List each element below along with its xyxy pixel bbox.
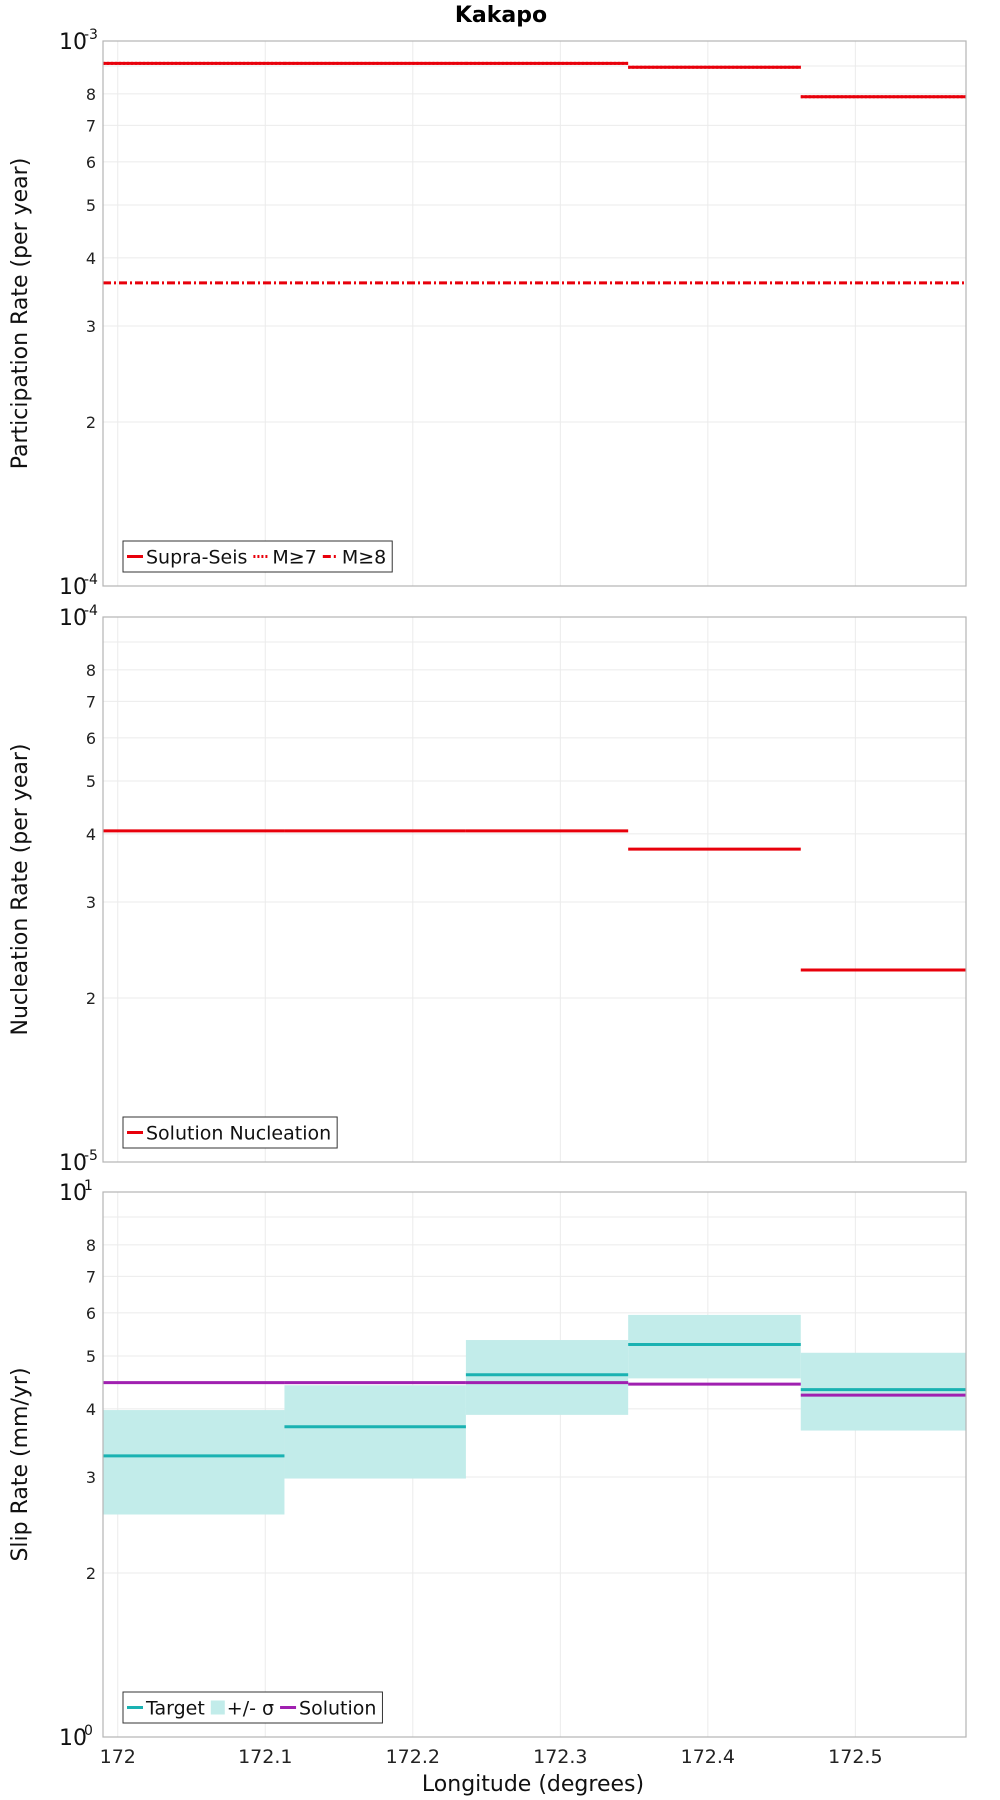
y-tick-label: 5 (86, 772, 96, 791)
legend: Target +/- σ Solution (122, 1691, 383, 1724)
plot-frame (102, 40, 967, 587)
sigma-band-segment (800, 1352, 966, 1431)
y-tick-label: 5 (86, 1347, 96, 1366)
x-tick-label: 172.5 (828, 1746, 882, 1768)
y-decade-label: 10 (59, 1151, 87, 1176)
y-decade-label: 10 (59, 1181, 87, 1206)
legend-label: Solution Nucleation (146, 1123, 331, 1145)
y-tick-label: 8 (86, 85, 96, 104)
y-decade-exponent: -3 (84, 27, 98, 43)
y-tick-label: 8 (86, 661, 96, 680)
y-tick-label: 7 (86, 116, 96, 135)
y-tick-label: 3 (86, 893, 96, 912)
legend-label: M≥7 (272, 547, 316, 569)
y-axis-label: Slip Rate (mm/yr) (8, 1367, 33, 1561)
y-tick-label: 6 (86, 1304, 96, 1323)
y-decade-exponent: 1 (84, 1178, 93, 1194)
y-tick-label: 2 (86, 1564, 96, 1583)
y-tick-label: 2 (86, 413, 96, 432)
plot-frame (102, 616, 967, 1163)
sigma-band-segment (103, 1410, 285, 1515)
y-decade-label: 10 (59, 1726, 87, 1751)
y-decade-exponent: -4 (84, 603, 98, 619)
x-tick-label: 172 (100, 1746, 136, 1768)
legend-box (122, 1116, 338, 1149)
y-decade-label: 10 (59, 575, 87, 600)
y-decade-exponent: 0 (84, 1723, 93, 1739)
x-tick-label: 172.1 (238, 1746, 292, 1768)
x-tick-label: 172.4 (681, 1746, 735, 1768)
legend-box (122, 1691, 383, 1724)
legend-label: M≥8 (342, 547, 386, 569)
y-tick-label: 3 (86, 317, 96, 336)
legend-label: +/- σ (227, 1698, 274, 1720)
y-decade-exponent: -5 (84, 1148, 98, 1164)
y-tick-label: 4 (86, 825, 96, 844)
sigma-band-segment (628, 1314, 801, 1379)
legend-label: Supra-Seis (146, 547, 247, 569)
y-tick-label: 2 (86, 989, 96, 1008)
legend: Solution Nucleation (122, 1116, 338, 1149)
y-tick-label: 7 (86, 1267, 96, 1286)
legend-swatch (210, 1700, 225, 1715)
x-tick-label: 172.2 (386, 1746, 440, 1768)
y-axis-label: Nucleation Rate (per year) (8, 744, 33, 1036)
x-tick-label: 172.3 (533, 1746, 587, 1768)
y-tick-label: 6 (86, 729, 96, 748)
legend-label: Solution (299, 1698, 376, 1720)
y-tick-label: 4 (86, 249, 96, 268)
y-tick-label: 6 (86, 153, 96, 172)
sigma-band-segment (284, 1385, 466, 1479)
y-tick-label: 7 (86, 692, 96, 711)
y-tick-label: 4 (86, 1400, 96, 1419)
x-axis-label: Longitude (degrees) (422, 1772, 644, 1797)
legend-label: Target (145, 1698, 205, 1720)
y-decade-label: 10 (59, 30, 87, 55)
plot-frame (102, 1191, 967, 1738)
y-decade-label: 10 (59, 606, 87, 631)
y-decade-exponent: -4 (84, 572, 98, 588)
y-axis-label: Participation Rate (per year) (8, 158, 33, 470)
y-tick-label: 8 (86, 1236, 96, 1255)
chart-title: Kakapo (455, 3, 547, 28)
sigma-band-segment (465, 1340, 629, 1415)
legend: Supra-Seis M≥7 M≥8 (122, 540, 393, 573)
y-tick-label: 5 (86, 196, 96, 215)
y-tick-label: 3 (86, 1468, 96, 1487)
